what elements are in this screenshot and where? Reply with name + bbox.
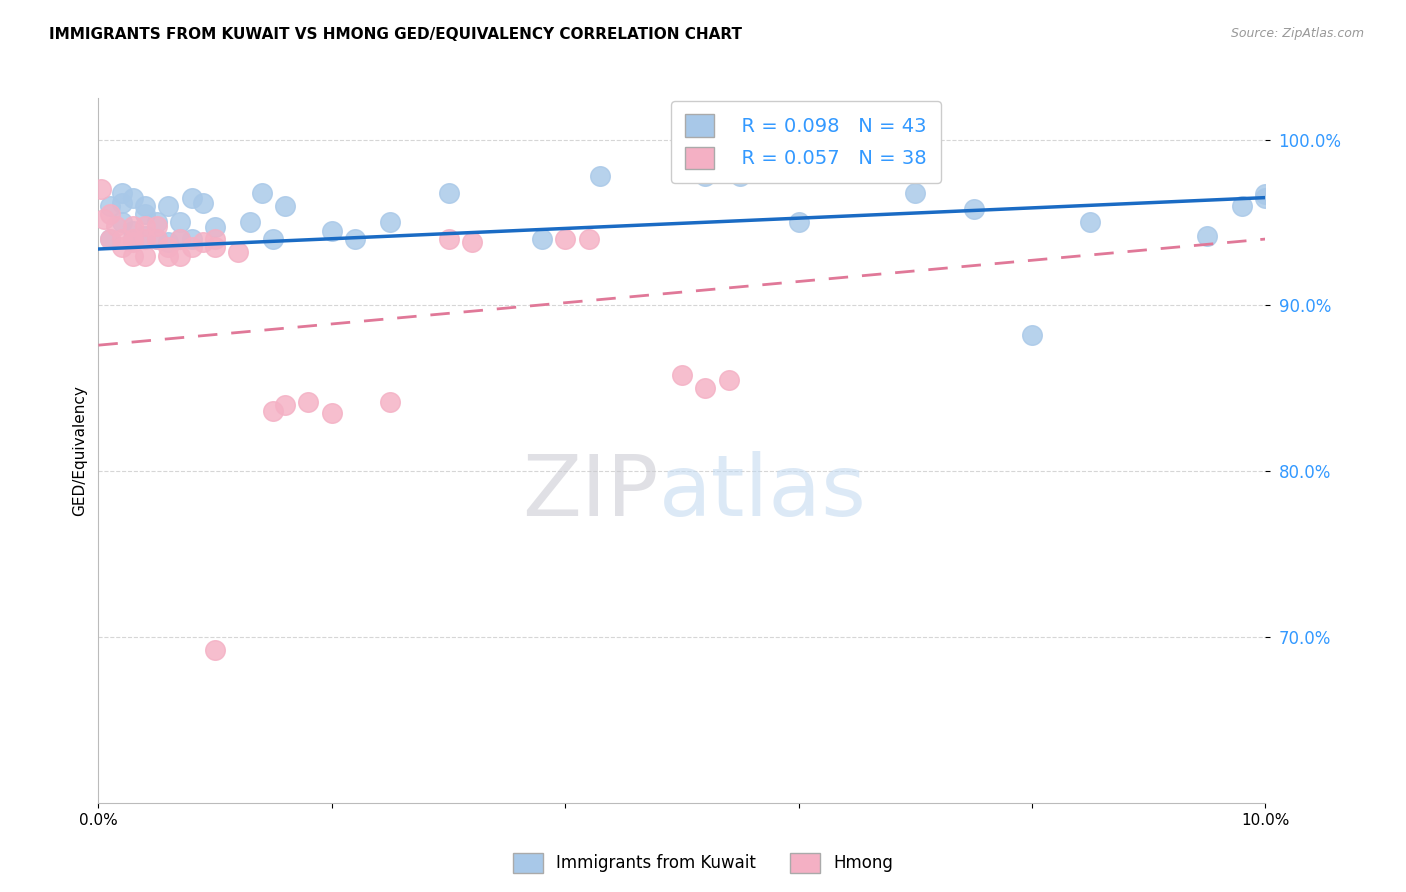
Point [695,381,717,395]
Point [157,240,180,254]
Point [671,166,693,180]
Point [380,394,402,409]
Point [169,232,191,246]
Point [274,398,297,412]
Point [134,232,156,246]
Point [111,186,134,200]
Point [193,195,215,210]
Point [578,232,600,246]
Point [134,207,156,221]
Point [146,232,169,246]
Point [98,232,121,246]
Point [157,235,180,250]
Point [122,224,145,238]
Point [134,219,156,233]
Point [111,232,134,246]
Point [122,219,145,233]
Text: ZIP: ZIP [522,451,658,534]
Point [787,215,810,229]
Point [122,232,145,246]
Point [134,199,156,213]
Point [193,235,215,250]
Point [98,232,121,246]
Point [169,249,191,263]
Point [344,232,367,246]
Point [146,215,169,229]
Point [134,249,156,263]
Point [157,249,180,263]
Point [111,195,134,210]
Point [122,191,145,205]
Point [204,240,226,254]
Point [204,232,226,246]
Point [321,224,343,238]
Point [262,232,284,246]
Point [717,373,740,387]
Point [122,235,145,250]
Point [204,220,226,235]
Point [239,215,262,229]
Point [904,186,927,200]
Point [437,232,460,246]
Point [228,245,250,260]
Point [321,406,343,420]
Legend:   R = 0.098   N = 43,   R = 0.057   N = 38: R = 0.098 N = 43, R = 0.057 N = 38 [671,101,941,183]
Point [98,207,121,221]
Point [98,199,121,213]
Point [111,215,134,229]
Text: IMMIGRANTS FROM KUWAIT VS HMONG GED/EQUIVALENCY CORRELATION CHART: IMMIGRANTS FROM KUWAIT VS HMONG GED/EQUI… [49,27,742,42]
Point [122,249,145,263]
Point [1080,215,1102,229]
Legend: Immigrants from Kuwait, Hmong: Immigrants from Kuwait, Hmong [506,847,900,880]
Point [530,232,553,246]
Point [297,394,319,409]
Point [93,212,115,227]
Text: Source: ZipAtlas.com: Source: ZipAtlas.com [1230,27,1364,40]
Point [554,232,576,246]
Point [90,182,112,196]
Point [204,643,226,657]
Point [180,240,202,254]
Point [380,215,402,229]
Point [111,240,134,254]
Point [1021,328,1043,343]
Point [180,232,202,246]
Point [437,186,460,200]
Point [146,219,169,233]
Y-axis label: GED/Equivalency: GED/Equivalency [72,385,87,516]
Point [169,215,191,229]
Point [262,404,284,418]
Point [157,199,180,213]
Point [169,232,191,246]
Point [180,191,202,205]
Text: atlas: atlas [658,451,866,534]
Point [730,169,752,183]
Point [589,169,612,183]
Point [1230,199,1253,213]
Point [146,232,169,246]
Point [671,368,693,382]
Point [134,228,156,243]
Point [1195,228,1218,243]
Point [1254,187,1277,202]
Point [461,235,484,250]
Point [962,202,984,217]
Point [104,219,127,233]
Point [274,199,297,213]
Point [1254,191,1277,205]
Point [250,186,273,200]
Point [695,169,717,183]
Point [122,232,145,246]
